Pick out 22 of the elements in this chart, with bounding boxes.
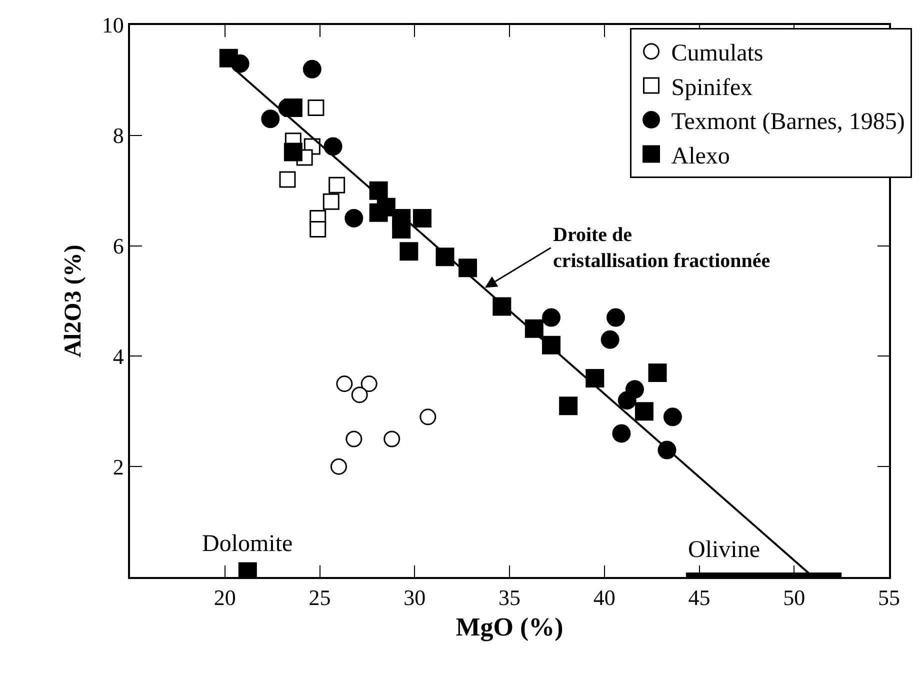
x-tick-label: 25 xyxy=(308,585,331,610)
annotation: Dolomite xyxy=(202,531,293,557)
legend-label: Spinifex xyxy=(671,74,753,101)
legend-label: Texmont (Barnes, 1985) xyxy=(671,109,905,136)
x-axis-title: MgO (%) xyxy=(456,612,564,642)
annotation: Olivine xyxy=(688,537,760,563)
x-tick-label: 20 xyxy=(214,585,236,610)
y-tick-label: 8 xyxy=(112,123,124,148)
legend-label: Cumulats xyxy=(671,40,764,67)
x-tick-label: 55 xyxy=(878,585,900,610)
y-tick-label: 10 xyxy=(102,12,124,38)
y-tick-label: 6 xyxy=(112,234,124,258)
x-tick-label: 35 xyxy=(498,585,520,610)
y-tick-label: 4 xyxy=(112,344,124,369)
y-tick-label: 2 xyxy=(112,454,124,480)
x-tick-label: 40 xyxy=(593,585,616,610)
legend-label: Alexo xyxy=(671,143,730,170)
x-tick-label: 45 xyxy=(688,585,710,610)
x-tick-label: 30 xyxy=(404,585,426,610)
annotation: Droite de cristallisation fractionnée xyxy=(553,224,770,272)
y-axis-title: Al2O3 (%) xyxy=(60,244,86,358)
x-tick-label: 50 xyxy=(783,585,806,610)
